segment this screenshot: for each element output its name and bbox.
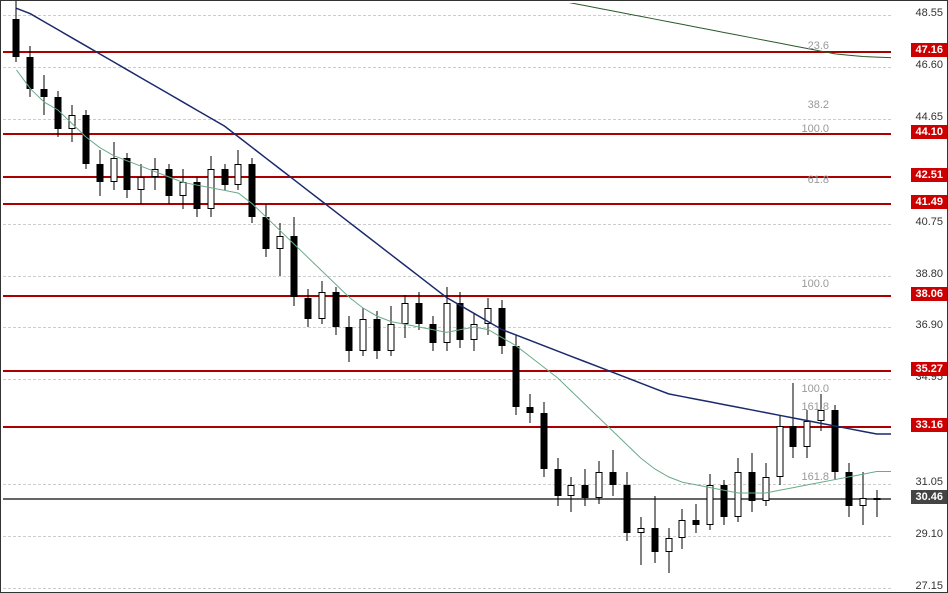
gridline [3, 15, 891, 16]
fib-label: 38.2 [808, 99, 829, 111]
y-tick-label: 36.90 [915, 319, 943, 331]
price-level-line [3, 51, 891, 53]
y-tick-label: 31.05 [915, 476, 943, 488]
price-level-line [3, 370, 891, 372]
gridline [3, 588, 891, 589]
price-level-line [3, 133, 891, 135]
price-tag: 44.10 [911, 125, 947, 139]
price-level-line [3, 426, 891, 428]
price-level-line [3, 203, 891, 205]
price-tag: 42.51 [911, 168, 947, 182]
fib-label: 100.0 [801, 278, 829, 290]
gridline [3, 536, 891, 537]
price-tag: 41.49 [911, 195, 947, 209]
gridline [3, 224, 891, 225]
y-tick-label: 44.65 [915, 111, 943, 123]
y-tick-label: 46.60 [915, 59, 943, 71]
y-tick-label: 40.75 [915, 216, 943, 228]
gridline [3, 67, 891, 68]
price-tag: 30.46 [911, 490, 947, 504]
gridline [3, 484, 891, 485]
fib-label: 61.8 [808, 174, 829, 186]
gridline [3, 119, 891, 120]
plot-area[interactable]: 23.6 38.2 100.0 61.8 100.0 100.0 161.8 161.8 [3, 3, 891, 592]
y-axis: 48.5546.6044.6542.5140.7538.8036.9034.95… [891, 1, 947, 593]
gridline [3, 379, 891, 380]
candlestick-chart: 23.6 38.2 100.0 61.8 100.0 100.0 161.8 161.8 48… [0, 0, 948, 593]
price-tag: 33.16 [911, 418, 947, 432]
price-tag: 38.06 [911, 287, 947, 301]
fib-label: 23.6 [808, 40, 829, 52]
fib-label: 161.8 [801, 401, 829, 413]
y-tick-label: 38.80 [915, 268, 943, 280]
fib-label: 100.0 [801, 383, 829, 395]
price-tag: 35.27 [911, 362, 947, 376]
moving-average-line [544, 3, 891, 58]
gridline [3, 276, 891, 277]
y-tick-label: 27.15 [915, 580, 943, 592]
y-tick-label: 29.10 [915, 528, 943, 540]
price-level-line [3, 498, 891, 500]
y-tick-label: 48.55 [915, 7, 943, 19]
price-tag: 47.16 [911, 43, 947, 57]
fib-label: 161.8 [801, 471, 829, 483]
price-level-line [3, 176, 891, 178]
fib-label: 100.0 [801, 123, 829, 135]
